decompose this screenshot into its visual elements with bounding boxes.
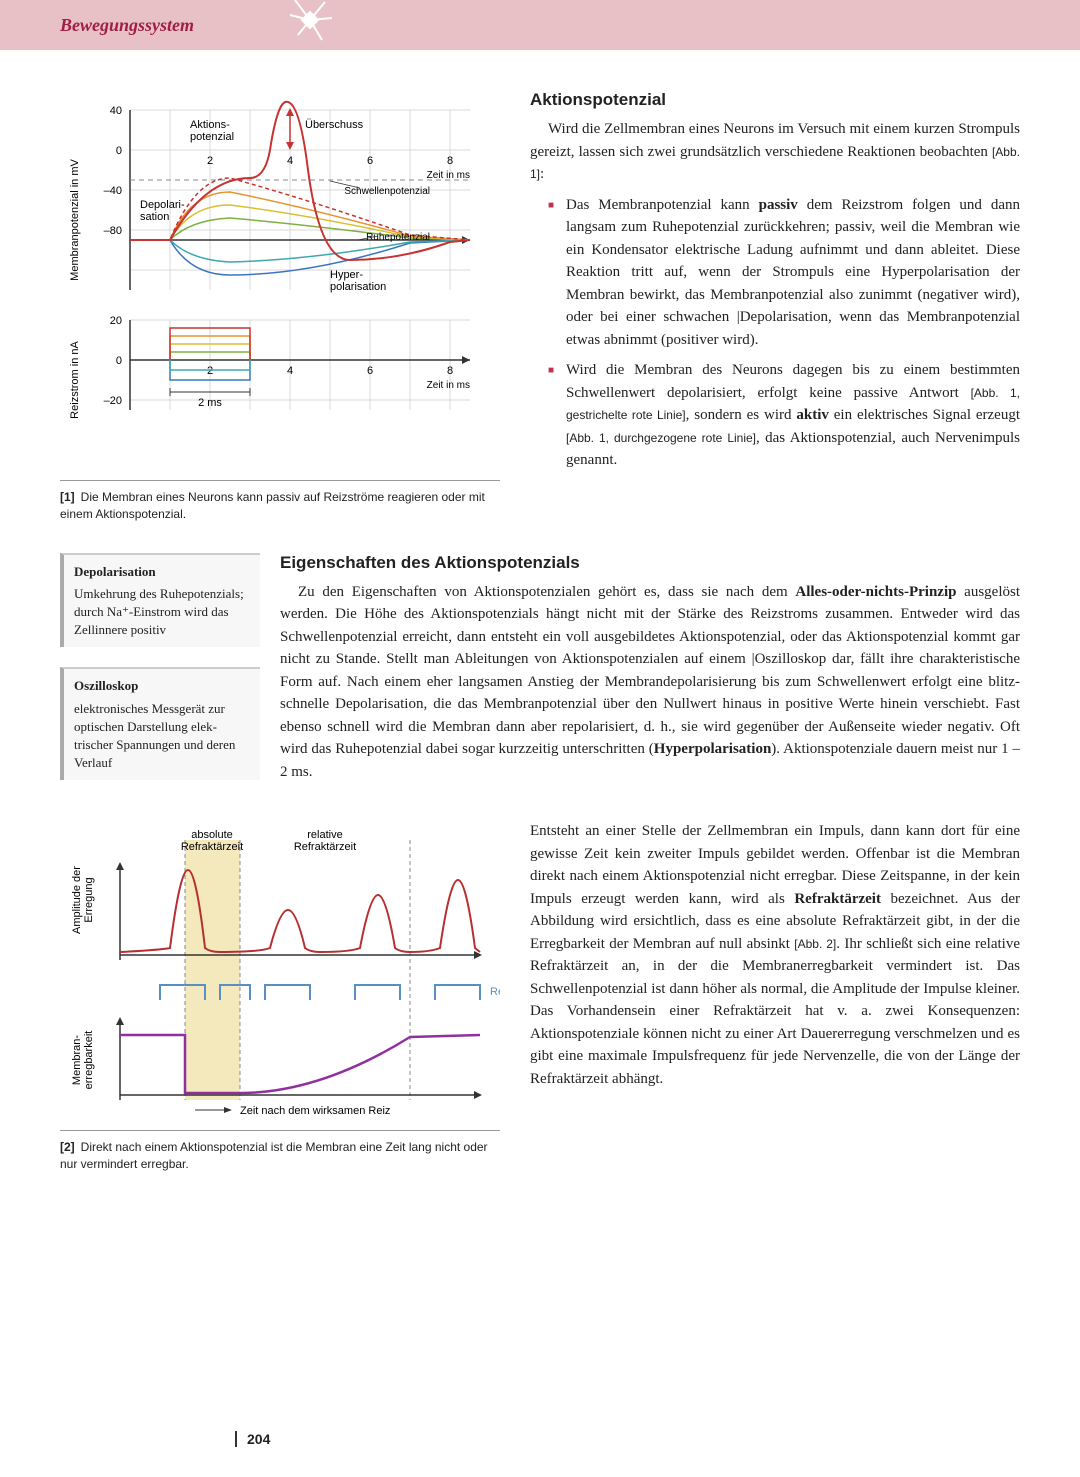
figure-2-caption: [2]Direkt nach einem Aktionspotenzial is… <box>60 1139 500 1173</box>
svg-text:relative: relative <box>307 829 342 841</box>
page-header: Bewegungssystem <box>0 0 1080 50</box>
svg-text:–20: –20 <box>104 395 122 407</box>
section-aktionspotenzial: Aktionspotenzial Wird die Zellmembran ei… <box>530 90 1020 523</box>
svg-text:absolute: absolute <box>191 829 233 841</box>
eigenschaften-paragraph: Zu den Eigenschaften von Aktionspotenzia… <box>280 581 1020 784</box>
svg-text:potenzial: potenzial <box>190 131 234 143</box>
svg-text:4: 4 <box>287 365 293 377</box>
def-depolarisation: Depolarisation Umkehrung des Ruhepoten­z… <box>60 553 260 648</box>
bullet-1: Das Membranpotenzial kann passiv dem Rei… <box>548 194 1020 352</box>
header-title: Bewegungssystem <box>60 15 194 36</box>
svg-text:20: 20 <box>110 315 122 327</box>
section-eigenschaften: Eigenschaften des Aktionspotenzials Zu d… <box>280 553 1020 801</box>
svg-text:Zeit nach dem wirksamen Reiz: Zeit nach dem wirksamen Reiz <box>240 1105 390 1117</box>
section-title: Aktionspotenzial <box>530 90 1020 110</box>
figure-2: absolute Refraktärzeit relative Refraktä… <box>60 820 500 1173</box>
svg-text:Aktions-: Aktions- <box>190 119 230 131</box>
svg-text:2: 2 <box>207 365 213 377</box>
svg-text:sation: sation <box>140 211 169 223</box>
intro-paragraph: Wird die Zellmembran eines Neurons im Ve… <box>530 118 1020 186</box>
svg-text:–80: –80 <box>104 225 122 237</box>
svg-text:8: 8 <box>447 365 453 377</box>
svg-text:Ruhepotenzial: Ruhepotenzial <box>366 232 430 243</box>
svg-text:2: 2 <box>207 155 213 167</box>
svg-text:Amplitude der: Amplitude der <box>71 866 83 934</box>
svg-text:2 ms: 2 ms <box>198 397 222 409</box>
svg-text:40: 40 <box>110 105 122 117</box>
svg-text:Reiz: Reiz <box>490 986 500 998</box>
svg-text:Zeit in ms: Zeit in ms <box>427 170 470 181</box>
neuron-icon <box>280 0 340 50</box>
section-title-2: Eigenschaften des Aktionspotenzials <box>280 553 1020 573</box>
svg-text:Hyper-: Hyper- <box>330 269 363 281</box>
svg-text:Überschuss: Überschuss <box>305 119 364 131</box>
svg-text:Refraktärzeit: Refraktärzeit <box>294 841 356 853</box>
svg-text:Erregung: Erregung <box>83 878 95 923</box>
refractory-chart: absolute Refraktärzeit relative Refraktä… <box>60 820 500 1120</box>
refraktaer-paragraph: Entsteht an einer Stelle der Zellmembran… <box>530 820 1020 1090</box>
svg-text:Refraktärzeit: Refraktärzeit <box>181 841 243 853</box>
svg-text:–40: –40 <box>104 185 122 197</box>
svg-text:8: 8 <box>447 155 453 167</box>
svg-text:0: 0 <box>116 145 122 157</box>
svg-text:Membran-: Membran- <box>71 1035 83 1085</box>
svg-text:6: 6 <box>367 155 373 167</box>
svg-text:0: 0 <box>116 355 122 367</box>
bullet-2: Wird die Membran des Neurons dagegen bis… <box>548 359 1020 472</box>
section-refraktaer: Entsteht an einer Stelle der Zellmembran… <box>530 820 1020 1173</box>
figure-1-caption: [1]Die Membran eines Neurons kann passiv… <box>60 489 500 523</box>
svg-text:erregbarkeit: erregbarkeit <box>83 1031 95 1090</box>
def-oszilloskop: Oszilloskop elektronisches Messgerät zur… <box>60 667 260 780</box>
svg-text:4: 4 <box>287 155 293 167</box>
page-number: 204 <box>235 1431 270 1447</box>
svg-text:Reizstrom in nA: Reizstrom in nA <box>69 341 81 419</box>
action-potential-chart: 40 0 –40 –80 2 4 6 8 Zeit in ms Schwelle <box>60 90 500 470</box>
definitions-sidebar: Depolarisation Umkehrung des Ruhepoten­z… <box>60 553 260 801</box>
svg-text:Zeit in ms: Zeit in ms <box>427 380 470 391</box>
svg-text:polarisation: polarisation <box>330 281 386 293</box>
figure-1: 40 0 –40 –80 2 4 6 8 Zeit in ms Schwelle <box>60 90 500 523</box>
svg-text:6: 6 <box>367 365 373 377</box>
svg-text:Membranpotenzial in mV: Membranpotenzial in mV <box>69 159 81 281</box>
svg-text:Depolari-: Depolari- <box>140 199 185 211</box>
